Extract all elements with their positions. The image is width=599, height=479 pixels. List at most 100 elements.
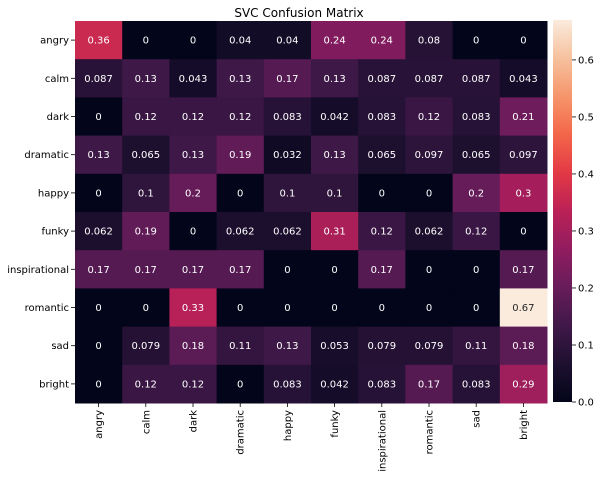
cell-value-label: 0.079	[367, 341, 396, 352]
heatmap-cell	[311, 250, 359, 289]
column-tick-label: dark	[189, 410, 200, 433]
heatmap-cell	[452, 59, 501, 98]
cell-value-label: 0.1	[138, 188, 154, 199]
colorbar-tick-label: 0.1	[578, 340, 594, 351]
colorbar-tick-label: 0.6	[578, 55, 594, 66]
cell-value-label: 0.12	[465, 227, 487, 238]
cell-value-label: 0.065	[131, 150, 160, 161]
cell-value-label: 0.083	[462, 379, 491, 390]
heatmap-cell	[122, 250, 170, 289]
heatmap-cell	[405, 250, 454, 289]
heatmap-cell	[75, 364, 123, 404]
colorbar-tick-label: 0.3	[578, 226, 594, 237]
cell-value-label: 0.083	[273, 379, 302, 390]
heatmap-cell	[263, 135, 312, 175]
cell-value-label: 0.17	[371, 265, 393, 276]
heatmap-cell	[405, 326, 454, 366]
cell-value-label: 0.065	[367, 150, 396, 161]
cell-value-label: 0.062	[415, 227, 444, 238]
heatmap-cell	[216, 135, 265, 175]
heatmap-cell	[311, 135, 359, 175]
cell-value-label: 0.13	[323, 150, 345, 161]
cell-value-label: 0.12	[135, 112, 157, 123]
heatmap-cell	[122, 288, 170, 328]
heatmap-cell	[263, 250, 312, 289]
cell-value-label: 0	[190, 227, 196, 238]
row-tick-label: romantic	[25, 303, 69, 314]
cell-value-label: 0	[426, 265, 432, 276]
heatmap-cell	[405, 288, 454, 328]
cell-value-label: 0	[95, 112, 101, 123]
cell-value-label: 0	[520, 36, 526, 47]
cell-value-label: 0	[426, 303, 432, 314]
heatmap-cell	[405, 21, 454, 60]
cell-value-label: 0	[473, 265, 479, 276]
row-tick-label: sad	[51, 341, 69, 352]
colorbar: 0.0 0.1 0.2 0.3 0.4 0.5 0.6	[553, 20, 594, 409]
heatmap-cell	[358, 212, 406, 251]
column-tick-label: happy	[283, 410, 294, 441]
cell-value-label: 0	[331, 303, 337, 314]
heatmap-cell	[405, 364, 454, 404]
heatmap-cell	[263, 288, 312, 328]
column-tick-labels: angry calm dark dramatic happy funky inspirati…	[94, 403, 530, 472]
cell-value-label: 0.13	[182, 150, 204, 161]
heatmap-cell	[358, 97, 406, 137]
heatmap-cell	[358, 21, 406, 60]
cell-value-label: 0.24	[371, 36, 393, 47]
cell-value-label: 0.12	[182, 112, 204, 123]
heatmap-cell	[499, 250, 548, 289]
row-tick-label: dark	[47, 112, 70, 123]
heatmap-cell	[499, 173, 548, 213]
cell-value-label: 0	[237, 379, 243, 390]
cell-value-label: 0.043	[509, 74, 538, 85]
heatmap-cell	[263, 326, 312, 366]
cell-value-label: 0.04	[276, 36, 298, 47]
cell-value-label: 0.087	[367, 74, 396, 85]
row-tick-label: calm	[45, 74, 69, 85]
cell-value-label: 0	[237, 188, 243, 199]
heatmap-cell	[452, 135, 501, 175]
cell-value-label: 0.3	[515, 188, 531, 199]
cell-value-label: 0.043	[179, 74, 208, 85]
colorbar-tick-label: 0.5	[578, 112, 594, 123]
cell-value-label: 0.17	[512, 265, 534, 276]
heatmap-cell	[75, 250, 123, 289]
cell-value-label: 0.18	[182, 341, 204, 352]
heatmap-cell	[405, 173, 454, 213]
cell-value-label: 0.21	[512, 112, 534, 123]
cell-value-label: 0.11	[229, 341, 251, 352]
cell-value-label: 0.083	[367, 112, 396, 123]
column-tick-label: funky	[330, 410, 341, 438]
cell-value-label: 0	[331, 265, 337, 276]
cell-value-label: 0	[473, 303, 479, 314]
cell-value-label: 0.29	[512, 379, 534, 390]
cell-value-label: 0.042	[320, 112, 349, 123]
column-tick-label: bright	[519, 410, 530, 440]
cell-value-label: 0.19	[229, 150, 251, 161]
cell-value-label: 0.08	[418, 36, 440, 47]
cell-value-label: 0.17	[87, 265, 109, 276]
column-tick-label: angry	[94, 410, 105, 439]
cell-value-label: 0.062	[273, 227, 302, 238]
heatmap-cell	[311, 326, 359, 366]
cell-value-label: 0	[520, 227, 526, 238]
heatmap-cell	[169, 97, 218, 137]
cell-value-label: 0	[143, 36, 149, 47]
column-tick-label: calm	[141, 410, 152, 434]
heatmap-cell	[122, 21, 170, 60]
cell-value-label: 0	[237, 303, 243, 314]
heatmap-cell	[122, 135, 170, 175]
cell-value-label: 0.11	[465, 341, 487, 352]
cell-value-label: 0	[379, 303, 385, 314]
cell-value-label: 0.12	[182, 379, 204, 390]
heatmap-cell	[405, 135, 454, 175]
cell-value-label: 0.087	[462, 74, 491, 85]
heatmap-cell	[263, 212, 312, 251]
cell-value-label: 0.032	[273, 150, 302, 161]
cell-value-label: 0.31	[323, 227, 345, 238]
heatmap-cell	[75, 97, 123, 137]
heatmap-cell	[263, 364, 312, 404]
heatmap-cell	[75, 326, 123, 366]
